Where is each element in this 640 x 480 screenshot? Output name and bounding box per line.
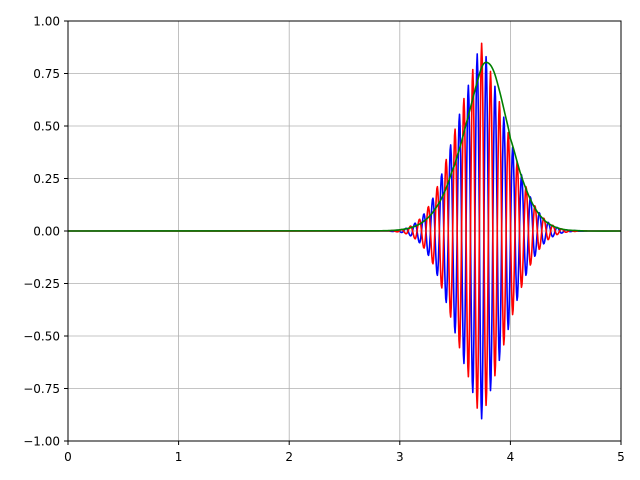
y-tick-label: 0.00 bbox=[33, 225, 60, 239]
series-line-3 bbox=[67, 61, 622, 232]
x-tick-label: 5 bbox=[617, 450, 625, 464]
y-tick-label: −0.75 bbox=[23, 382, 60, 396]
y-tick-label: −0.25 bbox=[23, 277, 60, 291]
series-group bbox=[67, 42, 622, 420]
y-tick-label: −1.00 bbox=[23, 435, 60, 449]
ticks bbox=[64, 20, 622, 445]
series-line-1 bbox=[67, 53, 622, 420]
x-tick-label: 0 bbox=[64, 450, 72, 464]
y-tick-label: 0.25 bbox=[33, 172, 60, 186]
y-tick-label: 0.50 bbox=[33, 120, 60, 134]
x-tick-label: 2 bbox=[285, 450, 293, 464]
y-tick-label: 1.00 bbox=[33, 15, 60, 29]
x-tick-labels: 0 1 2 3 4 5 bbox=[64, 450, 625, 464]
x-tick-label: 1 bbox=[175, 450, 183, 464]
x-tick-label: 3 bbox=[396, 450, 404, 464]
series-line-2 bbox=[67, 42, 622, 409]
y-tick-label: 0.75 bbox=[33, 67, 60, 81]
x-tick-label: 4 bbox=[507, 450, 515, 464]
y-tick-label: −0.50 bbox=[23, 330, 60, 344]
y-tick-labels: −1.00 −0.75 −0.50 −0.25 0.00 0.25 0.50 0… bbox=[23, 15, 60, 449]
